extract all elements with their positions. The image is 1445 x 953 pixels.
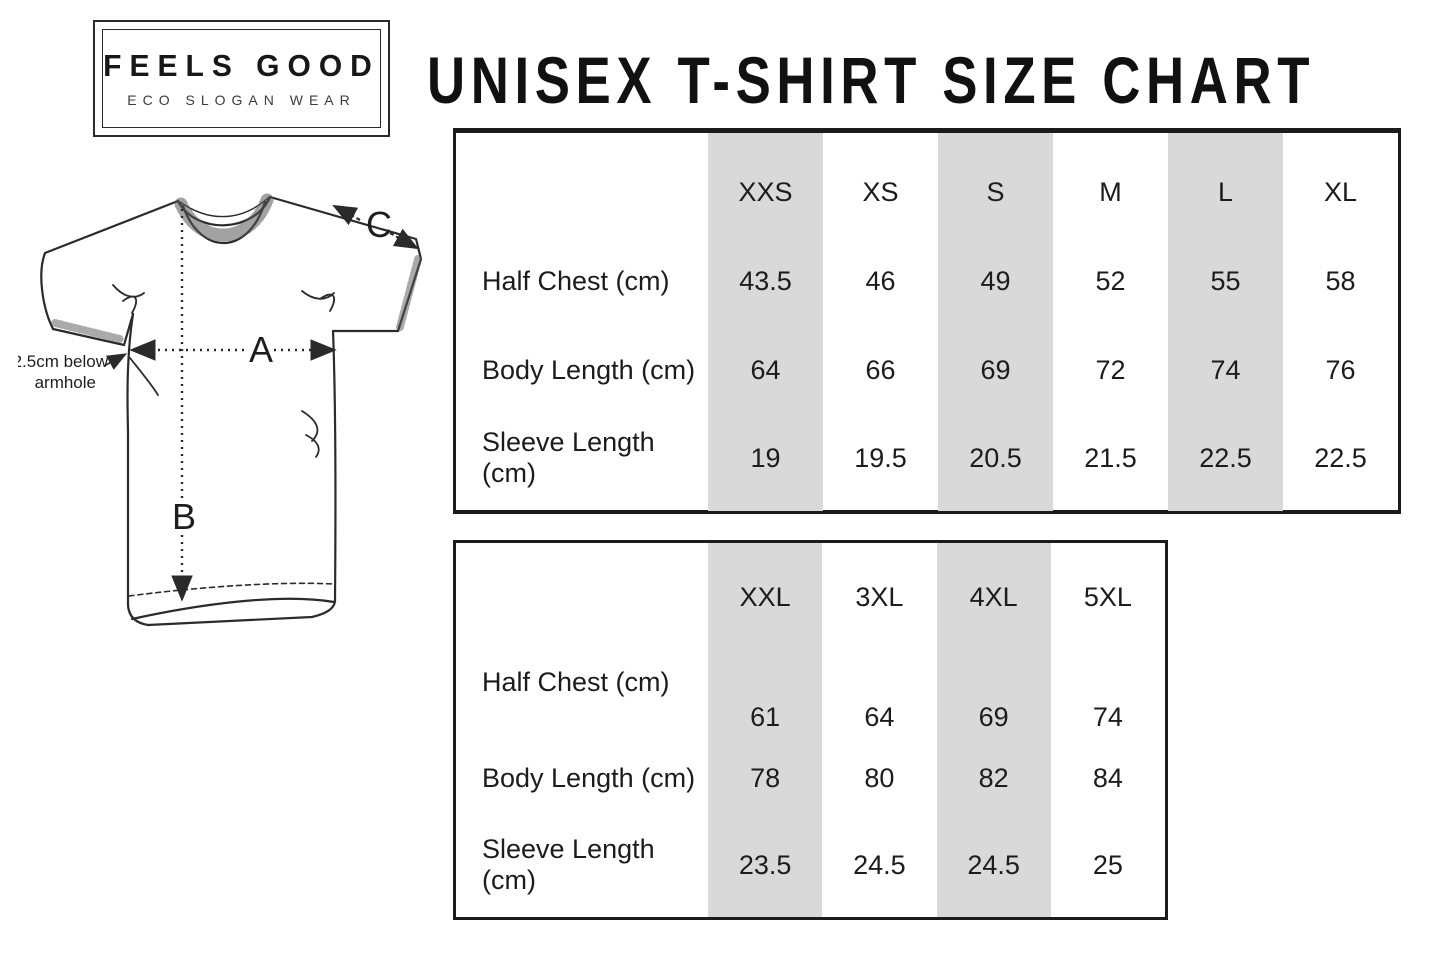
measure-label-b: B xyxy=(172,496,196,537)
brand-logo-frame: FEELS GOOD ECO SLOGAN WEAR xyxy=(102,29,381,128)
value-cell: 61 xyxy=(708,651,823,743)
value-cell: 52 xyxy=(1095,266,1126,296)
value-cell: 46 xyxy=(865,266,896,296)
value-cell: 25 xyxy=(1092,849,1123,880)
brand-tagline: ECO SLOGAN WEAR xyxy=(127,91,356,108)
value-cell: 55 xyxy=(1168,237,1283,326)
row-label-cell: Body Length (cm) xyxy=(482,355,696,385)
value-cell: 69 xyxy=(938,326,1053,415)
value-cell: 21.5 xyxy=(1084,442,1137,473)
page-title: UNISEX T-SHIRT SIZE CHART xyxy=(427,43,1316,117)
row-label-cell: Half Chest (cm) xyxy=(482,667,670,697)
value-cell: 22.5 xyxy=(1168,415,1283,511)
measure-label-a: A xyxy=(249,329,273,370)
value-cell: 76 xyxy=(1325,355,1356,385)
corner-cell xyxy=(456,133,708,237)
tshirt-outline xyxy=(40,193,423,627)
armhole-note: 2.5cm below armhole xyxy=(18,352,128,392)
measure-line-c xyxy=(332,204,419,250)
size-header-cell: 4XL xyxy=(936,543,1051,651)
value-cell: 43.5 xyxy=(708,237,823,326)
tshirt-diagram: A B C 2.5cm below armhole xyxy=(18,193,423,627)
size-table-xxl-5xl: XXL 3XL 4XL 5XL Half Chest (cm) 61 64 69 74 Body … xyxy=(453,540,1168,920)
row-label-cell: Body Length (cm) xyxy=(482,762,696,793)
value-cell: 23.5 xyxy=(708,813,823,917)
value-cell: 64 xyxy=(864,702,895,732)
row-label-cell: Sleeve Length (cm) xyxy=(482,427,655,488)
value-cell: 82 xyxy=(936,743,1051,813)
value-cell: 24.5 xyxy=(853,849,906,880)
value-cell: 69 xyxy=(936,651,1051,743)
corner-cell xyxy=(456,543,708,651)
size-header-cell: XXL xyxy=(708,543,823,651)
value-cell: 19.5 xyxy=(854,442,907,473)
measure-label-c: C xyxy=(366,204,392,245)
value-cell: 19 xyxy=(708,415,823,511)
size-header-cell: L xyxy=(1168,133,1283,237)
value-cell: 24.5 xyxy=(936,813,1051,917)
row-label-cell: Half Chest (cm) xyxy=(482,266,670,296)
size-header-cell: 5XL xyxy=(1083,581,1132,612)
value-cell: 49 xyxy=(938,237,1053,326)
value-cell: 84 xyxy=(1092,762,1123,793)
size-header-cell: 3XL xyxy=(855,581,904,612)
size-header-cell: XXS xyxy=(708,133,823,237)
value-cell: 78 xyxy=(708,743,823,813)
value-cell: 72 xyxy=(1095,355,1126,385)
value-cell: 74 xyxy=(1092,702,1123,732)
value-cell: 66 xyxy=(865,355,896,385)
value-cell: 22.5 xyxy=(1314,442,1367,473)
size-table-xxs-xl: XXS XS S M L XL Half Chest (cm) 43.5 46 49 52 55 58 B… xyxy=(453,128,1401,514)
value-cell: 74 xyxy=(1168,326,1283,415)
size-header-cell: S xyxy=(938,133,1053,237)
size-header-cell: XS xyxy=(862,176,899,207)
value-cell: 20.5 xyxy=(938,415,1053,511)
value-cell: 80 xyxy=(864,762,895,793)
armhole-note-line2: armhole xyxy=(35,373,96,392)
value-cell: 58 xyxy=(1325,266,1356,296)
brand-logo: FEELS GOOD ECO SLOGAN WEAR xyxy=(93,20,390,137)
armhole-note-line1: 2.5cm below xyxy=(18,352,109,371)
value-cell: 64 xyxy=(708,326,823,415)
brand-name: FEELS GOOD xyxy=(103,49,380,83)
row-label-cell: Sleeve Length (cm) xyxy=(482,834,655,895)
size-header-cell: XL xyxy=(1323,176,1358,207)
size-header-cell: M xyxy=(1099,176,1122,207)
